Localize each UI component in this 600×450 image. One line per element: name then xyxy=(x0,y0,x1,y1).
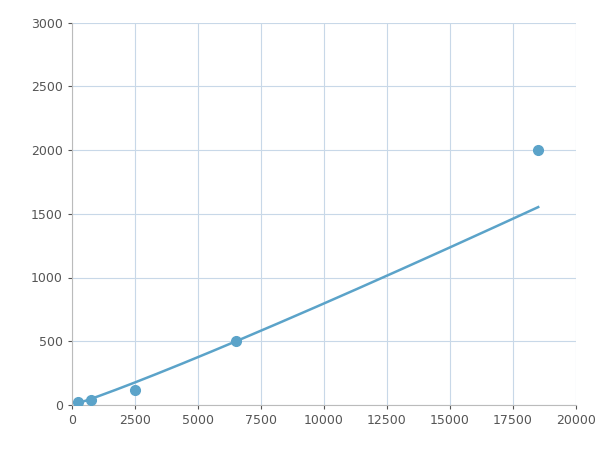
Point xyxy=(231,338,241,345)
Point xyxy=(533,146,543,153)
Point xyxy=(73,399,83,406)
Point xyxy=(130,386,140,393)
Point xyxy=(86,396,96,404)
